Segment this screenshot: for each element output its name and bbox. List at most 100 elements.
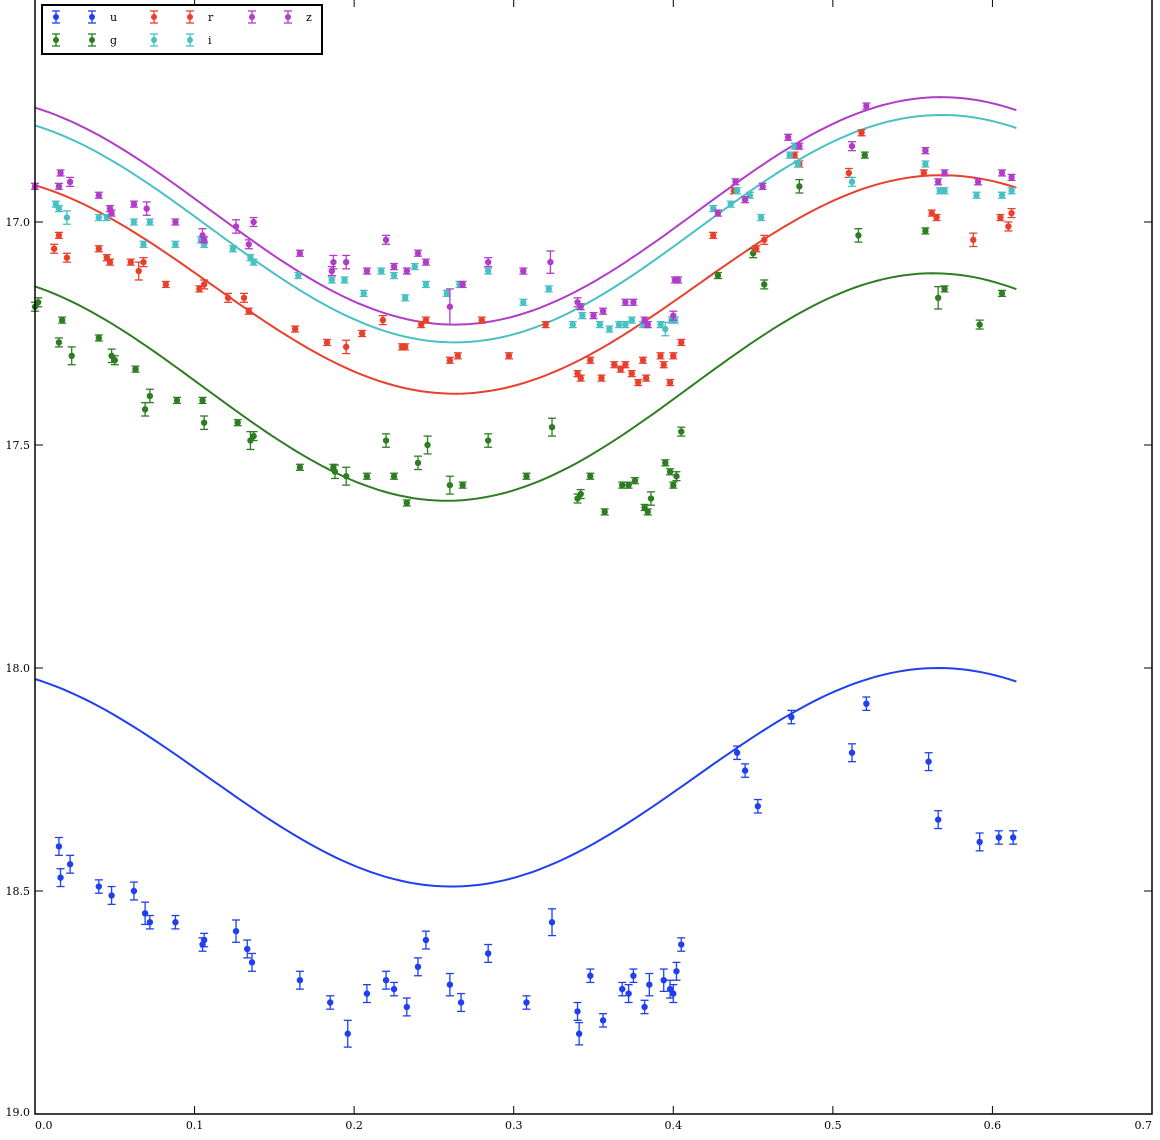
plot-frame	[34, 0, 1153, 1115]
marker	[670, 481, 677, 489]
data-point-z	[362, 267, 371, 275]
data-point-u	[787, 709, 796, 725]
marker	[199, 397, 206, 404]
marker	[382, 236, 390, 244]
data-point-i	[733, 187, 742, 195]
marker	[619, 481, 626, 489]
y-tick-label: 19.0	[6, 1106, 31, 1119]
data-point-g	[141, 401, 150, 417]
data-point-r	[586, 356, 595, 364]
data-point-z	[862, 102, 871, 110]
marker	[941, 285, 948, 293]
legend-label: z	[306, 11, 312, 24]
marker	[523, 999, 530, 1006]
data-point-i	[605, 325, 614, 333]
marker	[130, 218, 138, 226]
marker	[523, 473, 530, 480]
marker	[579, 312, 586, 319]
fit-curve-u	[34, 666, 1017, 888]
marker	[754, 803, 762, 810]
data-point-r	[323, 338, 332, 347]
data-point-i	[921, 160, 930, 168]
legend-marker	[249, 14, 255, 20]
marker	[422, 258, 430, 266]
marker	[446, 303, 454, 310]
marker	[1008, 209, 1015, 217]
data-point-z	[519, 267, 528, 275]
marker	[628, 370, 635, 377]
marker	[575, 1030, 583, 1037]
marker	[162, 281, 170, 288]
data-point-u	[413, 957, 422, 977]
marker	[709, 232, 717, 239]
data-point-g	[600, 508, 609, 516]
marker	[861, 151, 868, 159]
marker	[848, 142, 856, 150]
data-point-i	[661, 321, 670, 337]
data-point-u	[232, 919, 241, 943]
marker	[794, 160, 801, 168]
marker	[344, 1030, 351, 1037]
data-point-z	[244, 239, 253, 250]
data-point-u	[402, 997, 411, 1017]
marker	[378, 267, 385, 275]
data-point-r	[844, 167, 853, 179]
data-point-g	[330, 464, 339, 480]
marker	[934, 178, 942, 186]
marker	[587, 473, 594, 480]
marker	[753, 245, 760, 252]
marker	[941, 169, 948, 177]
data-point-i	[1007, 187, 1016, 195]
data-point-z	[458, 280, 467, 289]
data-point-u	[484, 943, 493, 964]
data-point-i	[249, 258, 258, 266]
marker	[363, 267, 371, 275]
data-point-g	[200, 415, 209, 431]
marker	[140, 258, 147, 266]
marker	[390, 985, 398, 993]
marker	[741, 196, 749, 203]
marker	[733, 187, 741, 194]
marker	[741, 767, 749, 774]
legend-marker	[151, 14, 157, 20]
marker	[140, 241, 147, 248]
marker	[330, 258, 337, 266]
marker	[363, 473, 371, 480]
marker	[922, 147, 929, 154]
marker	[55, 232, 63, 239]
data-point-z	[758, 182, 767, 190]
marker	[200, 419, 208, 426]
data-point-r	[342, 339, 351, 355]
data-point-i	[340, 276, 349, 284]
marker	[250, 218, 257, 226]
legend-item-r: r	[150, 10, 214, 24]
data-point-u	[129, 881, 138, 901]
data-point-r	[224, 292, 233, 303]
legend: ug ri z	[41, 4, 323, 55]
data-point-u	[624, 984, 633, 1004]
data-point-g	[362, 472, 371, 480]
data-point-g	[860, 151, 869, 159]
marker	[858, 129, 865, 136]
marker	[630, 972, 637, 979]
data-point-r	[709, 231, 718, 240]
marker	[63, 254, 71, 261]
data-point-z	[643, 320, 652, 329]
data-point-z	[484, 257, 493, 268]
marker	[548, 423, 556, 431]
data-point-g	[934, 286, 943, 310]
data-point-i	[410, 262, 419, 271]
marker	[484, 258, 492, 266]
data-point-z	[589, 312, 598, 320]
data-point-i	[621, 320, 630, 329]
data-point-z	[129, 200, 138, 208]
data-point-r	[659, 361, 668, 369]
data-point-u	[295, 970, 304, 990]
marker	[484, 267, 492, 275]
data-point-i	[94, 213, 103, 222]
marker	[402, 294, 409, 302]
data-point-u	[382, 970, 391, 990]
marker	[360, 290, 367, 297]
data-point-g	[233, 419, 242, 427]
marker	[709, 205, 717, 212]
